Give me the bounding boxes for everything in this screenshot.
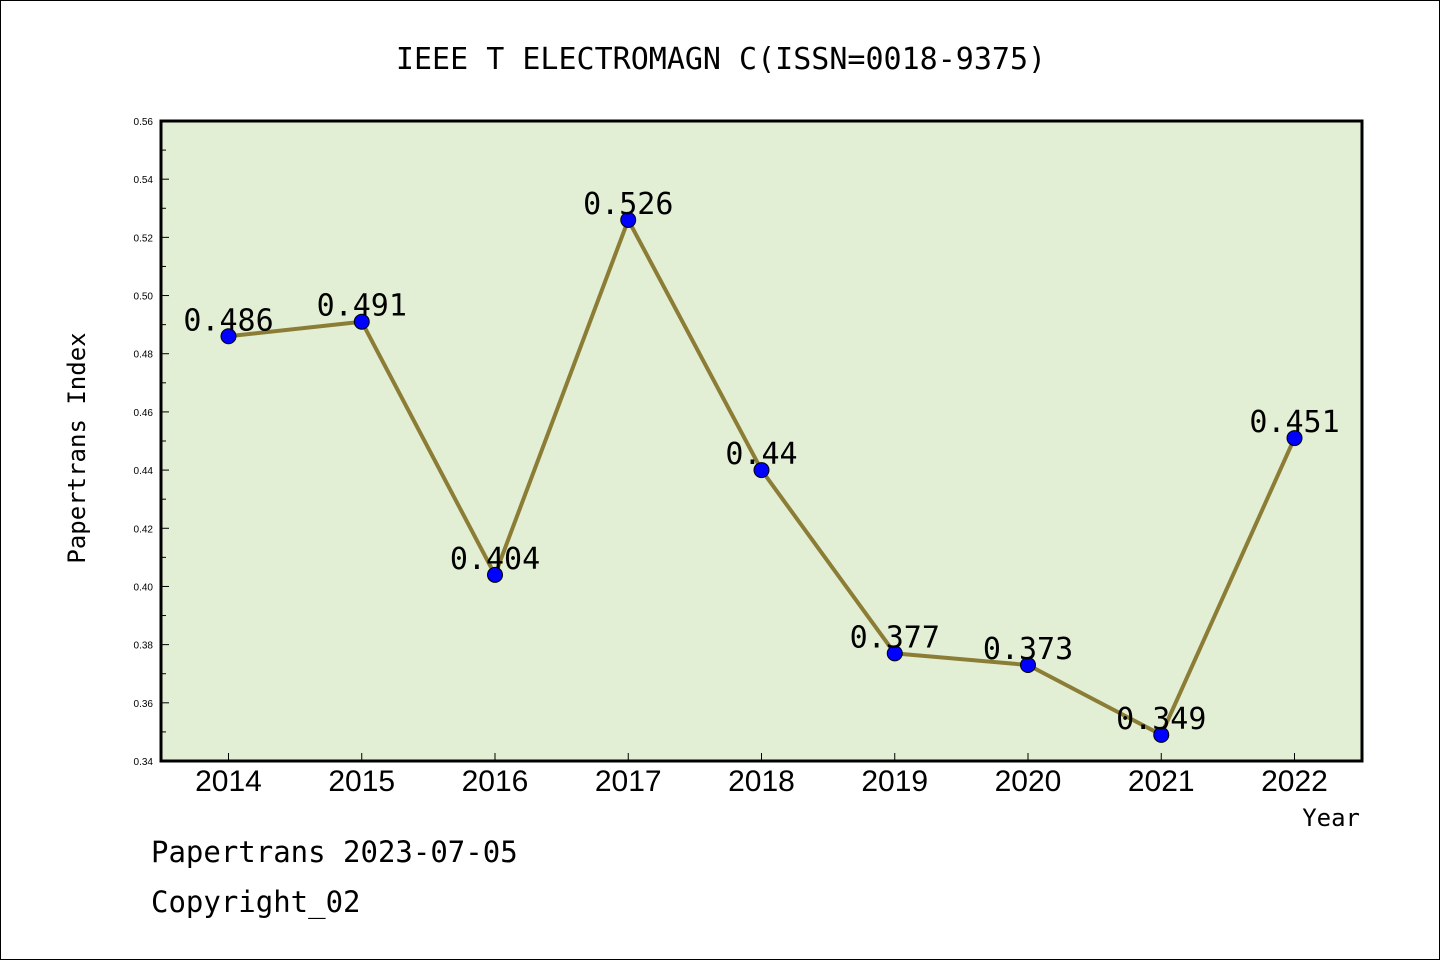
data-label: 0.377: [850, 620, 940, 655]
y-tick-label: 0.36: [134, 699, 154, 710]
series-markers: [220, 211, 1303, 743]
x-tick-label: 2016: [462, 765, 529, 798]
y-tick-label: 0.34: [134, 757, 154, 768]
y-tick-label: 0.46: [134, 408, 154, 419]
y-tick-label: 0.44: [134, 466, 154, 477]
x-tick-label: 2014: [195, 765, 262, 798]
data-label: 0.373: [983, 632, 1073, 667]
y-tick-label: 0.50: [134, 292, 154, 303]
x-axis-title: Year: [1302, 804, 1360, 832]
data-label: 0.526: [583, 187, 673, 222]
data-point: [220, 328, 237, 345]
y-tick-label: 0.48: [134, 350, 154, 361]
y-axis-title: Papertrans Index: [63, 332, 91, 563]
x-tick-label: 2019: [861, 765, 928, 798]
y-tick-label: 0.52: [134, 233, 154, 244]
data-point: [487, 566, 503, 583]
data-label: 0.404: [450, 542, 540, 577]
data-label: 0.451: [1249, 405, 1339, 440]
data-labels: 0.486 0.491 0.404 0.526 0.44 0.377 0.373 0.349 0…: [183, 187, 1339, 737]
data-point: [620, 211, 637, 228]
x-tick-label: 2015: [328, 765, 395, 798]
data-point: [1020, 657, 1036, 673]
x-tick-label: 2022: [1261, 765, 1328, 798]
x-tick-label: 2017: [595, 765, 662, 798]
x-tick-label: 2020: [995, 765, 1062, 798]
data-point: [353, 313, 370, 330]
data-label: 0.44: [725, 437, 797, 472]
chart-title: IEEE T ELECTROMAGN C(ISSN=0018-9375): [396, 42, 1046, 77]
x-tick-label: 2018: [728, 765, 795, 798]
data-point: [886, 645, 903, 662]
data-point: [753, 462, 770, 479]
x-axis: 2014 2015 2016 2017 2018 2019 2020 2021 2022: [195, 753, 1328, 798]
data-point: [1153, 726, 1170, 743]
footer-copyright: Copyright_02: [151, 885, 361, 919]
data-label: 0.349: [1116, 702, 1206, 737]
y-tick-label: 0.38: [134, 641, 154, 652]
x-tick-label: 2021: [1128, 765, 1195, 798]
y-tick-label: 0.40: [134, 582, 154, 593]
data-label: 0.486: [183, 303, 273, 338]
y-axis: 0.34 0.36 0.38 0.40 0.42 0.44 0.46 0.48 0.50 0.52…: [134, 117, 169, 768]
y-tick-label: 0.42: [134, 524, 154, 535]
plot-area: [159, 119, 1364, 763]
data-point: [1286, 430, 1303, 447]
footer-date: Papertrans 2023-07-05: [151, 835, 518, 869]
data-label: 0.491: [317, 289, 407, 324]
y-tick-label: 0.54: [134, 175, 154, 186]
y-tick-label: 0.56: [134, 117, 154, 128]
